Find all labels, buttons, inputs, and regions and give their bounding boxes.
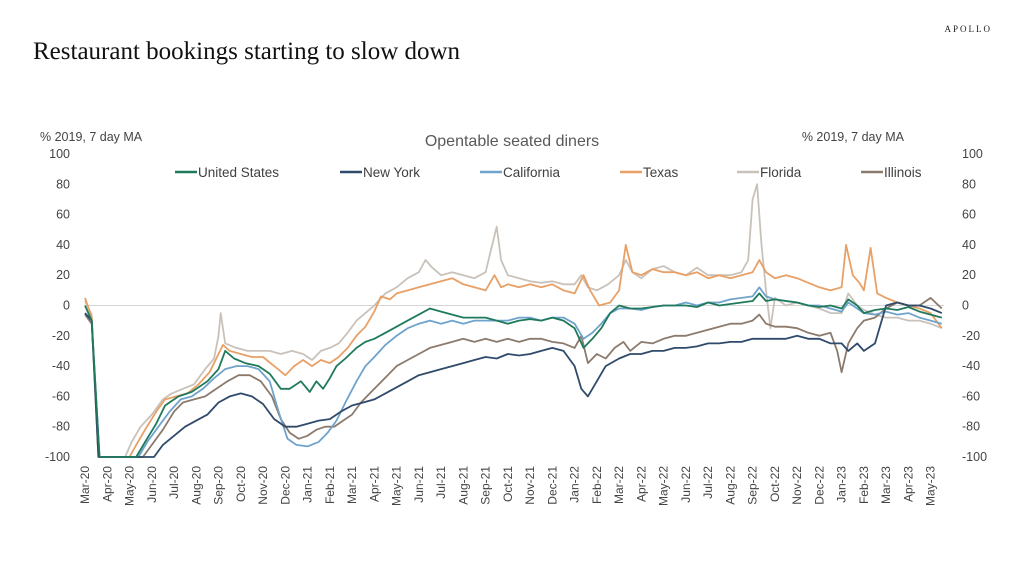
series-line-texas [84,244,943,458]
y-tick-left: -80 [52,420,70,434]
y-tick-left: 40 [56,238,70,252]
x-tick-label: Jul-22 [701,466,715,499]
x-tick-label: Mar-20 [78,466,92,504]
y-tick-left: 80 [56,177,70,191]
x-tick-label: Apr-23 [901,466,915,502]
y-tick-right: 20 [962,268,976,282]
legend-label: Florida [760,165,802,180]
x-axis: Mar-20 Apr-20 May-20 Jun-20 Jul-20 Aug-20 Sep-… [78,466,938,506]
legend: United States New York California Texas Flor… [175,165,922,180]
legend-label: United States [198,165,279,180]
legend-label: New York [363,165,420,180]
right-axis-label: % 2019, 7 day MA [802,130,905,144]
y-tick-left: -20 [52,329,70,343]
x-tick-label: Mar-22 [612,466,626,504]
y-tick-right: -20 [962,329,980,343]
chart-title: Opentable seated diners [425,133,599,150]
x-tick-label: Dec-21 [545,466,559,505]
series-lines [84,183,943,458]
x-tick-label: Jul-21 [434,466,448,499]
x-tick-label: Mar-21 [345,466,359,504]
x-tick-label: Apr-20 [100,466,114,502]
x-tick-label: Apr-22 [634,466,648,502]
y-tick-right: -60 [962,389,980,403]
y-axis-right: 100 80 60 40 20 0 -20 -40 -60 -80 -100 [962,147,987,464]
y-tick-left: -100 [45,450,70,464]
x-tick-label: Aug-21 [456,466,470,505]
x-tick-label: Jun-20 [145,466,159,503]
series-line-florida [84,183,943,458]
x-tick-label: Sep-21 [479,466,493,505]
legend-label: Illinois [884,165,922,180]
x-tick-label: May-22 [657,466,671,506]
y-tick-right: 100 [962,147,983,161]
x-tick-label: Jun-22 [679,466,693,503]
brand-logo: APOLLO [944,24,992,34]
left-axis-label: % 2019, 7 day MA [40,130,143,144]
x-tick-label: Mar-23 [879,466,893,504]
y-tick-left: 20 [56,268,70,282]
y-tick-right: 60 [962,208,976,222]
x-tick-label: Oct-20 [234,466,248,502]
y-tick-right: 40 [962,238,976,252]
x-tick-label: Nov-22 [790,466,804,505]
x-tick-label: Jul-20 [167,466,181,499]
x-tick-label: Oct-22 [768,466,782,502]
series-line-united-states [84,292,943,458]
x-tick-label: May-20 [123,466,137,506]
y-tick-right: -40 [962,359,980,373]
y-tick-left: 100 [49,147,70,161]
x-tick-label: Nov-20 [256,466,270,505]
y-tick-right: -80 [962,420,980,434]
x-tick-label: Dec-22 [812,466,826,505]
y-tick-left: 60 [56,208,70,222]
x-tick-label: Sep-22 [746,466,760,505]
y-tick-left: 0 [63,299,70,313]
x-tick-label: Sep-20 [212,466,226,505]
x-tick-label: Nov-21 [523,466,537,505]
x-tick-label: May-23 [924,466,938,506]
y-axis-left: 100 80 60 40 20 0 -20 -40 -60 -80 -100 [45,147,70,464]
series-line-california [84,286,943,458]
page-title: Restaurant bookings starting to slow dow… [33,38,461,65]
x-tick-label: Jan-21 [301,466,315,503]
x-tick-label: Feb-21 [323,466,337,504]
x-tick-label: Feb-23 [857,466,871,504]
series-line-new-york [84,301,943,458]
y-tick-right: -100 [962,450,987,464]
legend-label: Texas [643,165,679,180]
legend-label: California [503,165,561,180]
x-tick-label: Aug-20 [189,466,203,505]
x-tick-label: Oct-21 [501,466,515,502]
x-tick-label: Dec-20 [278,466,292,505]
x-tick-label: Jun-21 [412,466,426,503]
x-tick-label: May-21 [390,466,404,506]
x-tick-label: Jan-22 [568,466,582,503]
x-tick-label: Jan-23 [835,466,849,503]
y-tick-right: 80 [962,177,976,191]
y-tick-right: 0 [962,299,969,313]
y-tick-left: -40 [52,359,70,373]
x-tick-label: Feb-22 [590,466,604,504]
x-tick-label: Aug-22 [723,466,737,505]
x-tick-label: Apr-21 [367,466,381,502]
series-line-illinois [84,297,943,458]
y-tick-left: -60 [52,389,70,403]
